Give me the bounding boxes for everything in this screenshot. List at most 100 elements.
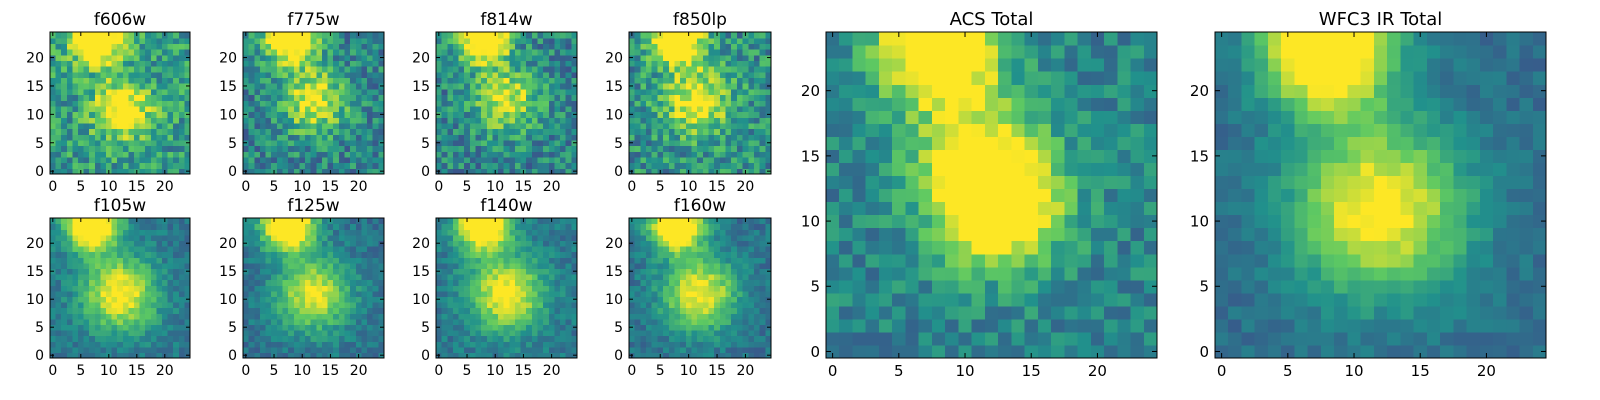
x-tick-label: 5	[270, 363, 279, 379]
heatmap-cell	[89, 168, 96, 175]
heatmap-cell	[565, 49, 572, 56]
heatmap-cell	[338, 246, 346, 253]
heatmap-cell	[350, 313, 357, 320]
heatmap-cell	[634, 122, 641, 130]
heatmap-cell	[714, 279, 721, 286]
heatmap-cell	[714, 285, 721, 292]
heatmap-cell	[259, 251, 267, 258]
heatmap-cell	[475, 168, 482, 175]
heatmap-cell	[486, 285, 493, 292]
heatmap-cell	[288, 268, 295, 275]
heatmap-cell	[178, 307, 185, 314]
heatmap-cell	[282, 251, 289, 258]
heatmap-cell	[134, 307, 141, 314]
heatmap-cell	[543, 162, 550, 169]
heatmap-cell	[134, 257, 141, 264]
heatmap-cell	[674, 145, 681, 152]
heatmap-cell	[243, 302, 250, 309]
heatmap-cell	[458, 122, 465, 130]
heatmap-cell	[651, 307, 658, 314]
heatmap-cell	[167, 43, 174, 50]
heatmap-cell	[111, 66, 118, 73]
heatmap-cell	[680, 111, 687, 118]
heatmap-cell	[293, 105, 300, 113]
heatmap-cell	[299, 268, 306, 275]
heatmap-cell	[50, 117, 57, 124]
heatmap-cell	[685, 83, 693, 90]
heatmap-cell	[66, 77, 73, 84]
heatmap-cell	[361, 122, 368, 130]
heatmap-cell	[333, 335, 340, 342]
heatmap-cell	[106, 296, 113, 303]
heatmap-cell	[145, 352, 152, 359]
heatmap-cell	[753, 43, 761, 50]
heatmap-cell	[697, 341, 704, 348]
heatmap-cell	[702, 352, 710, 359]
heatmap-cell	[498, 262, 505, 269]
heatmap-cell	[560, 139, 567, 147]
heatmap-cell	[128, 37, 135, 44]
heatmap-cell	[571, 122, 578, 130]
heatmap-cell	[651, 88, 658, 96]
heatmap-cell	[265, 122, 272, 130]
heatmap-cell	[162, 83, 169, 90]
heatmap-cell	[759, 290, 766, 297]
heatmap-cell	[571, 151, 578, 158]
heatmap-cell	[725, 318, 732, 325]
heatmap-cell	[316, 117, 323, 124]
heatmap-cell	[167, 117, 174, 124]
y-tick-label: 15	[412, 264, 430, 280]
heatmap-cell	[520, 296, 527, 303]
y-tick-label: 5	[228, 320, 237, 336]
heatmap-cell	[89, 262, 96, 269]
heatmap-cell	[265, 262, 272, 269]
heatmap-cell	[299, 117, 306, 124]
heatmap-cell	[254, 151, 261, 158]
heatmap-cell	[725, 49, 732, 56]
heatmap-cell	[514, 285, 522, 292]
heatmap-cell	[305, 251, 312, 258]
heatmap-cell	[537, 32, 544, 39]
heatmap-cell	[481, 279, 488, 286]
heatmap-cell	[531, 346, 539, 353]
heatmap-cell	[265, 335, 272, 342]
heatmap-cell	[50, 279, 57, 286]
heatmap-cell	[714, 66, 721, 73]
heatmap-cell	[333, 122, 340, 130]
heatmap-cell	[378, 307, 385, 314]
heatmap-cell	[657, 122, 664, 130]
heatmap-cell	[117, 71, 124, 79]
heatmap-cell	[697, 71, 704, 79]
heatmap-cell	[299, 83, 306, 90]
heatmap-cell	[100, 83, 107, 90]
heatmap-cell	[178, 268, 185, 275]
heatmap-cell	[646, 49, 653, 56]
heatmap-cell	[565, 117, 572, 124]
heatmap-cell	[276, 111, 284, 118]
heatmap-cell	[554, 145, 561, 152]
heatmap-cell	[469, 77, 477, 84]
heatmap-cell	[276, 71, 284, 79]
heatmap-cell	[560, 168, 567, 175]
heatmap-cell	[344, 151, 351, 158]
heatmap-cell	[469, 100, 477, 107]
heatmap-cell	[248, 234, 255, 241]
heatmap-cell	[271, 240, 278, 247]
heatmap-cell	[691, 66, 698, 73]
heatmap-cell	[668, 94, 676, 101]
heatmap-cell	[475, 318, 482, 325]
heatmap-cell	[361, 346, 368, 353]
heatmap-cell	[526, 151, 533, 158]
heatmap-cell	[736, 274, 744, 281]
heatmap-cell	[128, 251, 135, 258]
heatmap-cell	[531, 100, 539, 107]
heatmap-cell	[66, 111, 73, 118]
heatmap-cell	[634, 128, 641, 135]
heatmap-cell	[691, 49, 698, 56]
heatmap-cell	[464, 134, 471, 141]
heatmap-cell	[243, 94, 250, 101]
heatmap-cell	[464, 234, 471, 241]
heatmap-cell	[464, 43, 471, 50]
heatmap-cell	[629, 77, 636, 84]
heatmap-cell	[248, 251, 255, 258]
